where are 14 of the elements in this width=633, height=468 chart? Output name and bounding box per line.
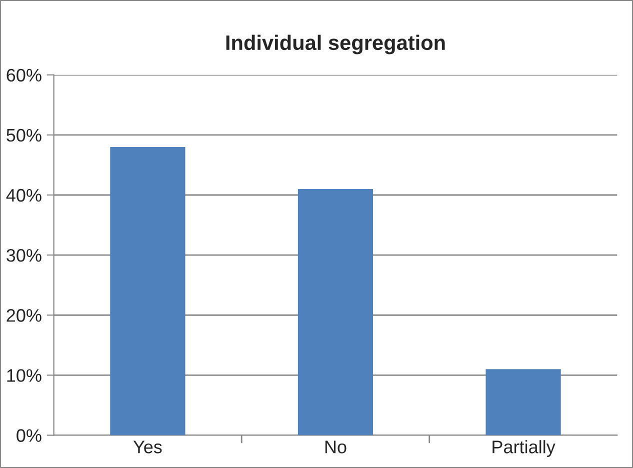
bar [298,188,374,436]
y-tick-label: 60% [6,68,42,82]
bar [486,369,561,436]
bar [110,146,186,436]
y-tick-label: 50% [6,128,42,142]
y-tick-label: 40% [6,188,42,202]
y-tick-label: 20% [6,309,42,322]
y-tick-label: 10% [7,369,42,382]
x-tick-label: No [325,440,346,454]
y-tick-label: 30% [6,248,42,262]
y-tick-label: 0% [16,429,42,442]
x-tick-label: Partially [492,440,556,457]
chart-title: Individual segregation [226,34,445,54]
x-tick-label: Yes [133,440,162,454]
